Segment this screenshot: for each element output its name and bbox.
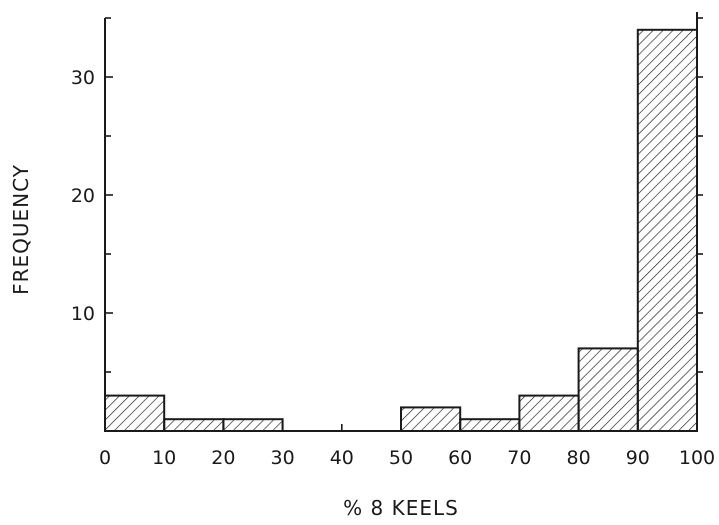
x-tick-label: 90 [626, 447, 650, 469]
histogram-bar-70-80 [518, 394, 580, 433]
histogram-bar-80-90 [577, 347, 639, 432]
histogram-bar-90-100 [636, 28, 698, 433]
x-tick-label: 50 [389, 447, 413, 469]
y-axis-title: FREQUENCY [9, 164, 33, 295]
x-tick-label: 30 [271, 447, 295, 469]
histogram-bar-10-20 [163, 418, 225, 433]
x-tick-label: 100 [679, 447, 715, 469]
ticks-layer: 0 10 20 30 40 50 60 70 80 90 100 10 20 30 [71, 17, 715, 469]
x-tick-label: 0 [99, 447, 111, 469]
histogram-bar-50-60 [400, 406, 462, 432]
histogram-bar-0-10 [104, 394, 166, 433]
x-tick-label: 40 [330, 447, 354, 469]
x-tick-label: 60 [448, 447, 472, 469]
x-tick-label: 80 [567, 447, 591, 469]
y-tick-label: 10 [71, 303, 95, 325]
histogram-bar-20-30 [222, 418, 284, 433]
y-tick-label: 30 [71, 67, 95, 89]
x-tick-label: 10 [152, 447, 176, 469]
bars-layer [104, 28, 698, 433]
x-axis-title: % 8 KEELS [343, 496, 459, 520]
x-tick-label: 20 [211, 447, 235, 469]
histogram-bar-60-70 [459, 418, 521, 433]
x-tick-label: 70 [507, 447, 531, 469]
y-tick-label: 20 [71, 185, 95, 207]
